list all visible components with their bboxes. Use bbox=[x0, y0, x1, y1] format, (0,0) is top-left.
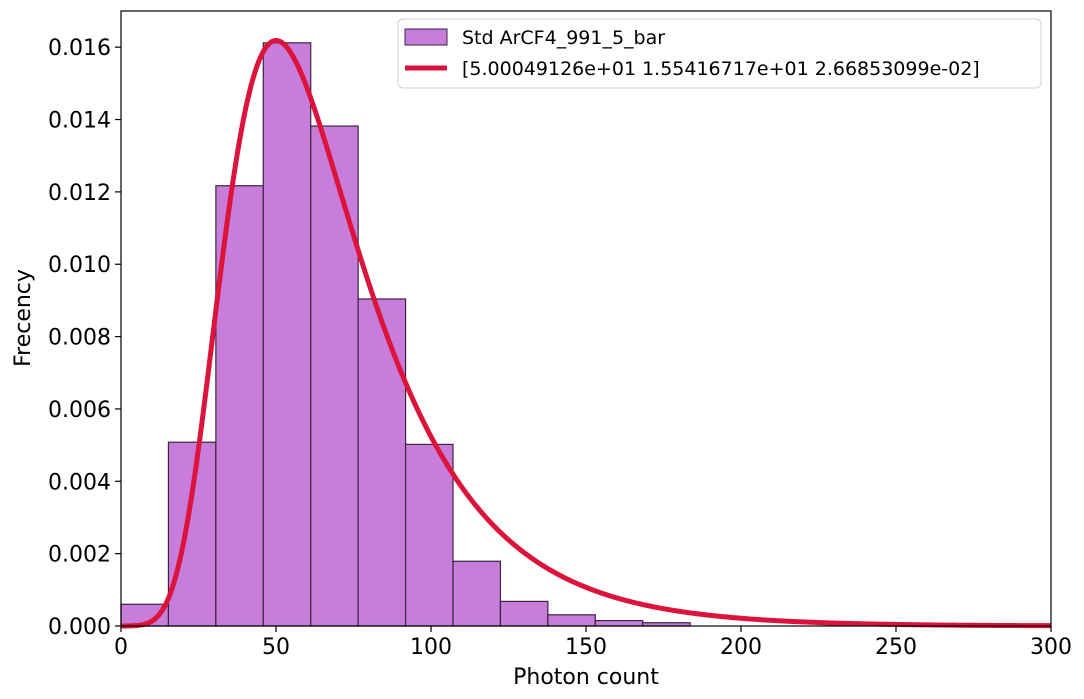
histogram-bar bbox=[594, 619, 644, 627]
histogram-bar bbox=[547, 614, 596, 627]
legend-histogram-swatch bbox=[404, 28, 448, 46]
histogram-bar bbox=[310, 125, 359, 627]
y-tick-label: 0.014 bbox=[48, 109, 111, 134]
x-axis-label: Photon count bbox=[513, 665, 659, 690]
x-tick-label: 100 bbox=[410, 635, 452, 660]
y-axis-label: Frecency bbox=[11, 269, 36, 367]
legend-histogram-label: Std ArCF4_991_5_bar bbox=[462, 27, 665, 49]
histogram-bar bbox=[262, 42, 312, 627]
y-tick-label: 0.002 bbox=[48, 543, 111, 568]
histogram-bar bbox=[404, 443, 454, 627]
y-tick-label: 0.000 bbox=[48, 615, 111, 640]
fit-curve-line bbox=[120, 37, 1052, 629]
y-tick-label: 0.004 bbox=[48, 470, 111, 495]
histogram-bars bbox=[120, 42, 691, 627]
histogram-bar bbox=[167, 441, 217, 627]
legend-frame bbox=[397, 18, 1042, 89]
histogram-bar bbox=[452, 560, 502, 627]
x-tick-label: 300 bbox=[1030, 635, 1072, 660]
histogram-bar bbox=[499, 600, 549, 627]
histogram-bar bbox=[357, 298, 407, 627]
y-tick-label: 0.010 bbox=[48, 253, 111, 278]
x-tick-label: 0 bbox=[114, 635, 128, 660]
y-tick-label: 0.016 bbox=[48, 36, 111, 61]
x-tick-label: 250 bbox=[875, 635, 917, 660]
legend-fit-label: [5.00049126e+01 1.55416717e+01 2.6685309… bbox=[462, 58, 980, 80]
x-tick-label: 50 bbox=[262, 635, 290, 660]
y-tick-label: 0.012 bbox=[48, 181, 111, 206]
y-axis-ticks: 0.000 0.002 0.004 0.006 0.008 0.010 0.012 0.014… bbox=[48, 36, 121, 640]
legend: Std ArCF4_991_5_bar [5.00049126e+01 1.55… bbox=[397, 18, 1042, 89]
x-tick-label: 150 bbox=[565, 635, 607, 660]
x-axis-ticks: 0 50 100 150 200 250 300 bbox=[114, 626, 1072, 660]
y-tick-label: 0.006 bbox=[48, 398, 111, 423]
y-tick-label: 0.008 bbox=[48, 326, 111, 351]
x-tick-label: 200 bbox=[720, 635, 762, 660]
